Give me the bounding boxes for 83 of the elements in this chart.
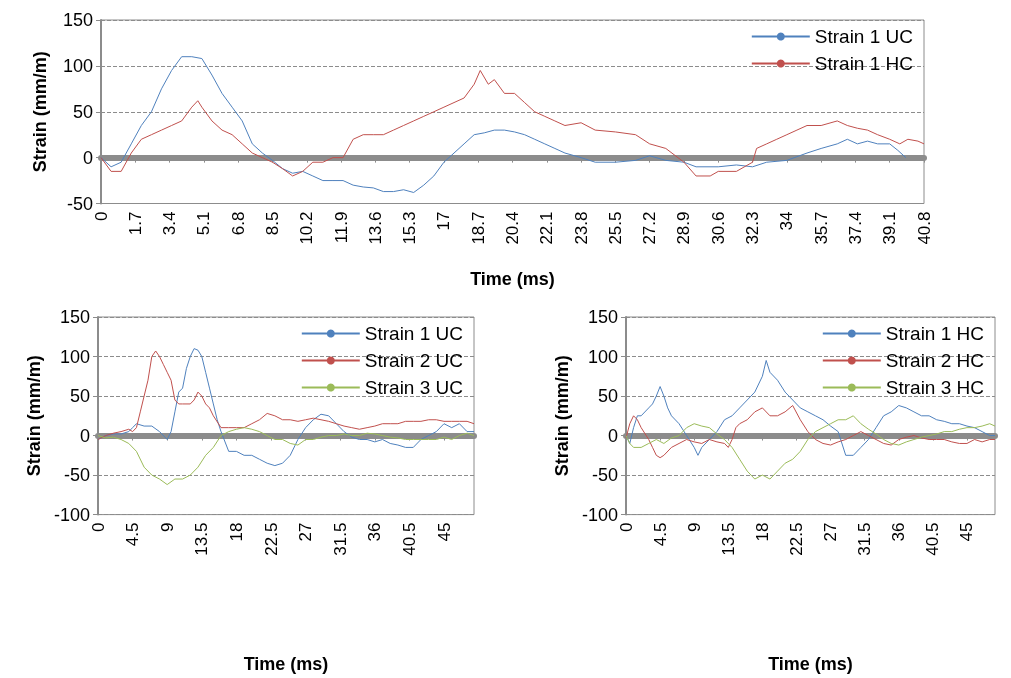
x-tick-label: 36 — [889, 522, 909, 542]
y-tick-label: 100 — [59, 346, 90, 367]
x-tick-label: 11.9 — [331, 211, 351, 244]
x-tick-label: 36 — [365, 522, 385, 542]
x-axis-title: Time (ms) — [243, 654, 329, 674]
x-tick-label: 37.4 — [845, 211, 865, 245]
x-tick-label: 27 — [821, 522, 841, 542]
x-tick-label: 13.5 — [718, 522, 738, 556]
x-tick-label: 31.5 — [855, 522, 875, 556]
x-tick-label: 40.5 — [399, 522, 419, 556]
x-tick-label: 5.1 — [194, 211, 214, 236]
x-tick-label: 1.7 — [125, 211, 145, 236]
y-axis-title: Strain (mm/m) — [24, 355, 45, 477]
line-series — [625, 405, 996, 459]
x-tick-label: 9 — [157, 522, 177, 533]
x-tick-label: 23.8 — [571, 211, 591, 245]
x-tick-label: 27.2 — [640, 211, 660, 245]
x-tick-label: 17 — [434, 211, 454, 231]
x-tick-label: 45 — [434, 522, 454, 542]
x-tick-label: 18.7 — [468, 211, 488, 245]
x-tick-label: 0 — [91, 211, 111, 221]
x-tick-label: 4.5 — [123, 522, 143, 547]
x-tick-label: 45 — [957, 522, 977, 542]
y-tick-label: -100 — [53, 504, 90, 525]
legend-label: Strain 2 HC — [885, 350, 984, 371]
legend-label: Strain 1 HC — [814, 53, 913, 74]
x-tick-label: 34 — [777, 211, 797, 231]
y-tick-label: 50 — [72, 101, 93, 122]
legend-label: Strain 1 UC — [364, 323, 463, 344]
x-tick-label: 39.1 — [880, 211, 900, 245]
x-tick-label: 13.5 — [192, 522, 212, 556]
legend-label: Strain 1 UC — [814, 26, 913, 47]
x-tick-label: 3.4 — [160, 211, 180, 236]
x-tick-label: 27 — [296, 522, 316, 542]
y-tick-label: 150 — [62, 10, 93, 30]
x-tick-label: 8.5 — [262, 211, 282, 236]
y-tick-label: -50 — [63, 465, 90, 486]
line-series — [625, 415, 996, 480]
y-tick-label: -50 — [66, 193, 93, 214]
x-tick-label: 40.5 — [923, 522, 943, 556]
y-tick-label: 150 — [587, 307, 618, 327]
y-tick-label: -100 — [581, 504, 618, 525]
y-tick-label: 0 — [79, 425, 90, 446]
x-tick-label: 28.9 — [674, 211, 694, 245]
y-tick-label: 150 — [59, 307, 90, 327]
line-series — [97, 350, 475, 441]
x-tick-label: 30.6 — [708, 211, 728, 245]
line-series — [100, 69, 925, 177]
legend-label: Strain 3 UC — [364, 377, 463, 398]
x-axis-title: Time (ms) — [470, 269, 555, 289]
x-tick-label: 18 — [226, 522, 246, 542]
y-tick-label: -50 — [591, 465, 618, 486]
x-tick-label: 22.5 — [786, 522, 806, 556]
legend-label: Strain 2 UC — [364, 350, 463, 371]
x-tick-label: 31.5 — [330, 522, 350, 556]
y-axis-title: Strain (mm/m) — [552, 355, 573, 477]
legend-label: Strain 1 HC — [885, 323, 984, 344]
line-series — [97, 427, 475, 486]
legend-label: Strain 3 HC — [885, 377, 984, 398]
x-tick-label: 20.4 — [503, 211, 522, 245]
y-tick-label: 50 — [597, 386, 618, 407]
x-tick-label: 4.5 — [650, 522, 670, 547]
y-tick-label: 0 — [607, 425, 618, 446]
x-tick-label: 32.3 — [743, 211, 763, 245]
x-tick-label: 35.7 — [811, 211, 831, 245]
x-tick-label: 9 — [684, 522, 704, 533]
x-tick-label: 22.5 — [261, 522, 281, 556]
x-tick-label: 13.6 — [365, 211, 385, 245]
x-axis-title: Time (ms) — [768, 654, 853, 674]
y-tick-label: 0 — [82, 147, 93, 168]
x-tick-label: 18 — [752, 522, 772, 542]
x-tick-label: 22.1 — [537, 211, 557, 245]
x-tick-label: 0 — [88, 522, 108, 533]
x-tick-label: 10.2 — [297, 211, 317, 245]
x-tick-label: 25.5 — [605, 211, 625, 245]
x-tick-label: 0 — [616, 522, 636, 533]
y-tick-label: 100 — [62, 55, 93, 76]
y-tick-label: 50 — [69, 386, 90, 407]
x-tick-label: 6.8 — [228, 211, 248, 236]
x-tick-label: 40.8 — [914, 211, 934, 245]
y-axis-title: Strain (mm/m) — [30, 51, 50, 173]
x-tick-label: 15.3 — [400, 211, 420, 245]
y-tick-label: 100 — [587, 346, 618, 367]
